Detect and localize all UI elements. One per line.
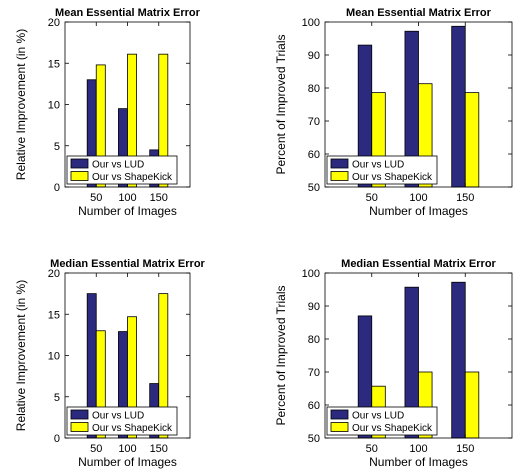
legend-swatch — [330, 422, 349, 432]
legend-label: Our vs ShapeKick — [352, 423, 433, 434]
chart-title: Mean Essential Matrix Error — [55, 7, 201, 19]
y-tick-label: 5 — [54, 392, 60, 404]
legend-label: Our vs ShapeKick — [92, 423, 173, 434]
bar-shapekick-150 — [464, 371, 480, 439]
x-tick-label: 50 — [366, 192, 378, 204]
chart-title: Median Essential Matrix Error — [341, 258, 496, 270]
chart-panel-4: 50 60 70 80 90 100 50 100 150 Median Essential Ma… — [274, 258, 513, 469]
y-tick-label: 20 — [48, 268, 60, 280]
legend-label: Our vs LUD — [92, 160, 144, 171]
legend-swatch — [70, 171, 89, 181]
chart-title: Median Essential Matrix Error — [50, 258, 205, 270]
legend-swatch — [330, 171, 349, 181]
x-tick-label: 100 — [118, 192, 136, 204]
y-tick-label: 100 — [302, 268, 320, 280]
legend-label: Our vs LUD — [352, 411, 404, 422]
chart-panel-3: 0 5 10 15 20 50 100 150 Median Essential Matrix … — [14, 258, 206, 469]
y-axis-label: Percent of Improved Trials — [274, 285, 288, 425]
y-tick-label: 0 — [54, 433, 60, 445]
legend-swatch — [70, 409, 89, 420]
bar-shapekick-150 — [464, 92, 480, 188]
y-tick-label: 0 — [54, 182, 60, 194]
legend-label: Our vs ShapeKick — [92, 172, 173, 183]
y-tick-label: 90 — [308, 301, 320, 313]
bar-lud-150 — [451, 281, 466, 439]
y-tick-label: 80 — [308, 334, 320, 346]
x-tick-label: 150 — [150, 192, 168, 204]
y-tick-label: 60 — [308, 149, 320, 161]
x-axis-label: Number of Images — [369, 455, 468, 469]
legend-swatch — [70, 158, 89, 169]
y-tick-label: 60 — [308, 400, 320, 412]
legend-swatch — [330, 409, 349, 420]
y-tick-label: 50 — [308, 182, 320, 194]
y-axis-label: Relative Improvement (in %) — [14, 29, 28, 180]
x-axis-label: Number of Images — [369, 204, 468, 218]
y-tick-label: 15 — [48, 309, 60, 321]
x-tick-label: 100 — [409, 192, 427, 204]
x-tick-label: 150 — [150, 443, 168, 455]
y-tick-label: 70 — [308, 116, 320, 128]
y-tick-label: 70 — [308, 367, 320, 379]
legend-label: Our vs LUD — [352, 160, 404, 171]
y-tick-label: 50 — [308, 433, 320, 445]
y-tick-label: 5 — [54, 141, 60, 153]
y-tick-label: 20 — [48, 17, 60, 29]
legend-swatch — [330, 158, 349, 169]
x-tick-label: 100 — [118, 443, 136, 455]
y-axis-label: Percent of Improved Trials — [274, 34, 288, 174]
x-axis-label: Number of Images — [78, 455, 177, 469]
y-tick-label: 90 — [308, 50, 320, 62]
y-tick-label: 100 — [302, 17, 320, 29]
legend-swatch — [70, 422, 89, 432]
x-tick-label: 150 — [456, 192, 474, 204]
x-tick-label: 100 — [409, 443, 427, 455]
x-tick-label: 50 — [90, 443, 102, 455]
legend-label: Our vs LUD — [92, 411, 144, 422]
x-tick-label: 50 — [366, 443, 378, 455]
x-axis-label: Number of Images — [78, 204, 177, 218]
y-tick-label: 80 — [308, 83, 320, 95]
x-tick-label: 150 — [456, 443, 474, 455]
bar-lud-150 — [451, 25, 466, 188]
y-tick-label: 10 — [48, 100, 60, 112]
y-axis-label: Relative Improvement (in %) — [14, 280, 28, 431]
y-tick-label: 15 — [48, 58, 60, 70]
legend-label: Our vs ShapeKick — [352, 172, 433, 183]
y-tick-label: 10 — [48, 351, 60, 363]
x-tick-label: 50 — [90, 192, 102, 204]
chart-title: Mean Essential Matrix Error — [346, 7, 492, 19]
chart-panel-2: 50 60 70 80 90 100 50 100 150 Mean Essential Matr… — [274, 7, 513, 218]
chart-panel-1: 0 5 10 15 20 50 100 150 Mean Essential Matrix Er… — [14, 7, 201, 218]
